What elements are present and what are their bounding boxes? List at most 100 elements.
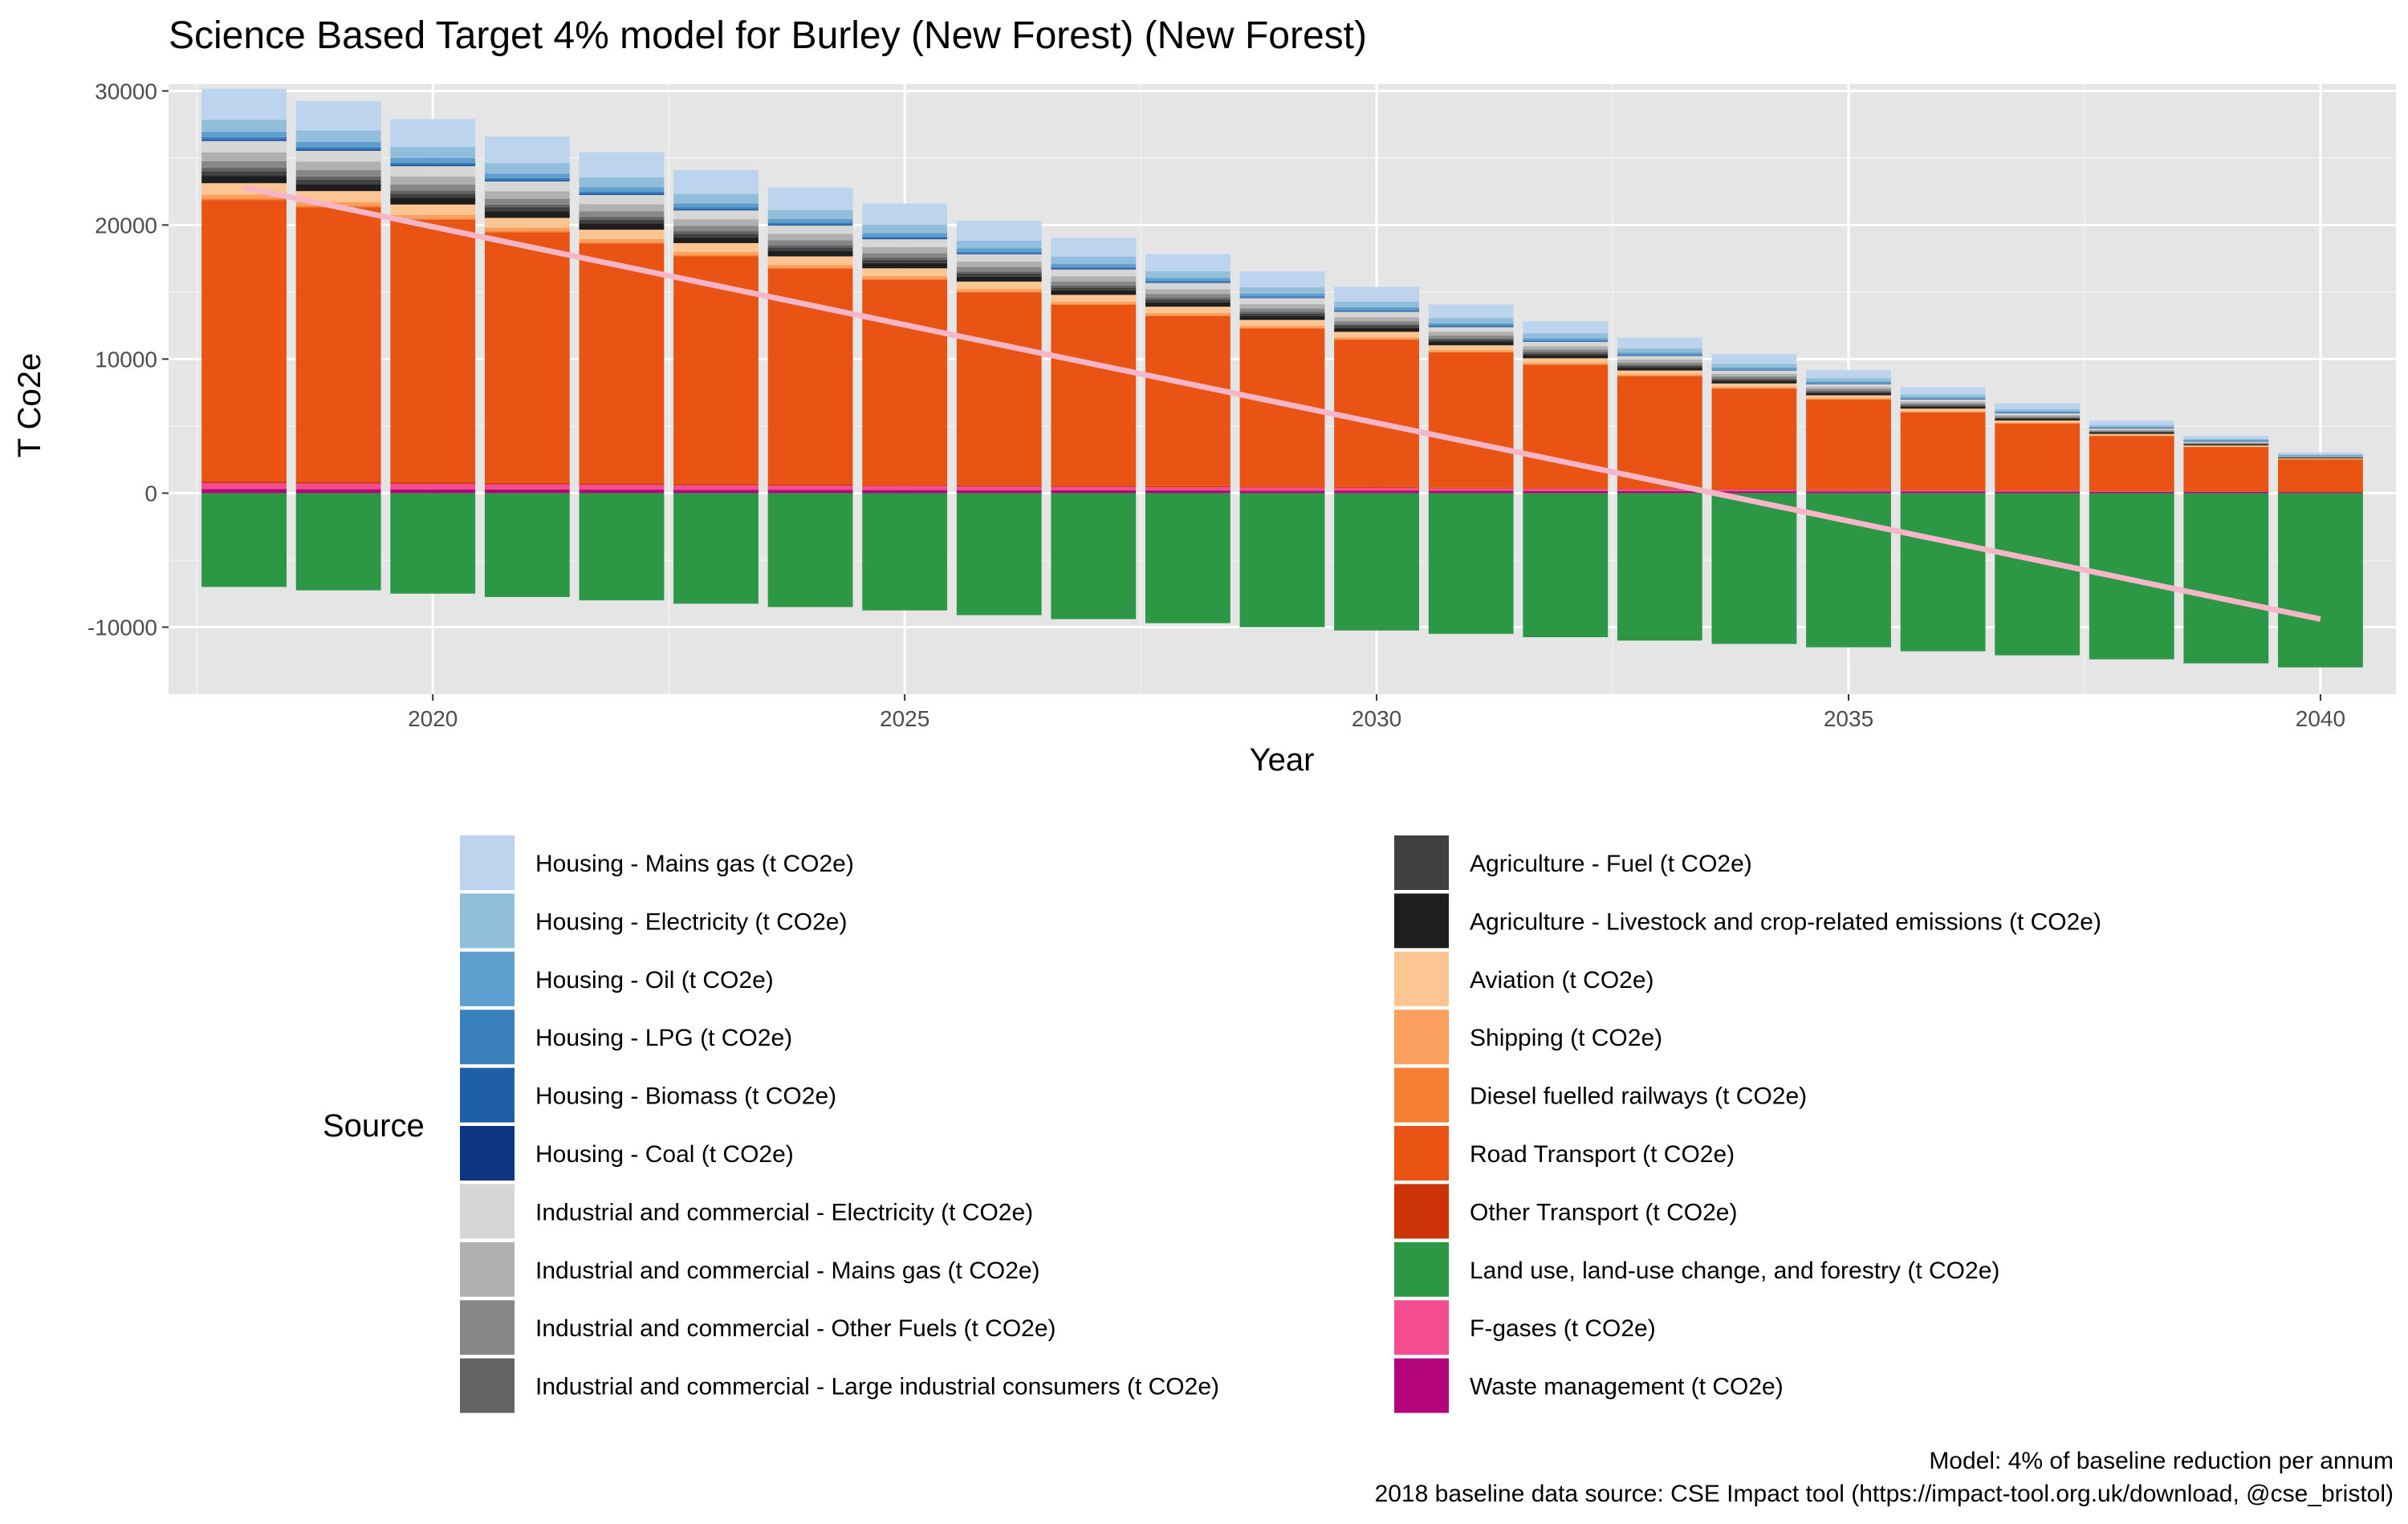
bar-segment xyxy=(390,190,476,194)
bar-segment xyxy=(1995,415,2081,417)
bar-segment xyxy=(1617,366,1702,368)
legend-key xyxy=(460,1010,515,1065)
bar-segment xyxy=(956,253,1042,254)
bar-segment xyxy=(1428,342,1514,346)
bar-segment xyxy=(579,242,665,244)
bar-segment xyxy=(2089,429,2174,431)
bar-segment xyxy=(201,171,287,177)
bar-segment xyxy=(1617,352,1702,355)
legend-label: Industrial and commercial - Electricity … xyxy=(535,1199,1033,1225)
bar-segment xyxy=(1334,323,1419,326)
bar-segment xyxy=(1051,493,1137,620)
bar-segment xyxy=(2278,493,2363,668)
bar-segment xyxy=(1995,412,2081,413)
bar-segment xyxy=(484,493,570,597)
bar-segment xyxy=(1995,418,2081,421)
bar-segment xyxy=(295,147,381,149)
bar-segment xyxy=(484,204,570,208)
bar-segment xyxy=(1239,313,1325,316)
bar-segment xyxy=(484,207,570,212)
x-tick-label: 2020 xyxy=(408,706,458,731)
bar-segment xyxy=(1051,486,1137,490)
bar-segment xyxy=(484,163,570,174)
legend-key xyxy=(460,1067,515,1123)
bar-segment xyxy=(1617,355,1702,356)
legend-key xyxy=(460,1184,515,1239)
bar-segment xyxy=(1995,423,2081,424)
legend-label: F-gases (t CO2e) xyxy=(1470,1315,1656,1342)
bar-segment xyxy=(2089,420,2174,425)
bar-segment xyxy=(1145,302,1230,307)
bar-segment xyxy=(673,193,759,204)
bar-segment xyxy=(579,187,665,192)
bar-segment xyxy=(1239,315,1325,320)
bar-segment xyxy=(1051,238,1137,257)
bar-segment xyxy=(201,198,287,201)
bar-segment xyxy=(579,211,665,217)
bar-segment xyxy=(2183,441,2269,443)
bar-segment xyxy=(1334,337,1419,339)
bar-segment xyxy=(1428,335,1514,339)
bar-segment xyxy=(1711,380,1797,384)
bar-segment xyxy=(484,181,570,192)
legend: Source Housing - Mains gas (t CO2e) Housi… xyxy=(323,835,2101,1413)
bar-segment xyxy=(295,179,381,185)
bar-segment xyxy=(1523,340,1609,342)
bar-segment xyxy=(1145,289,1230,295)
bar-segment xyxy=(1617,348,1702,353)
bar-segment xyxy=(579,483,665,486)
legend-key xyxy=(460,951,515,1006)
bar-segment xyxy=(1523,364,1609,365)
bar-segment xyxy=(1523,341,1609,347)
bar-segment xyxy=(390,166,476,177)
bar-segment xyxy=(1523,346,1609,350)
bar-segment xyxy=(201,140,287,152)
bar-segment xyxy=(862,257,948,260)
bar-segment xyxy=(484,217,570,228)
bar-segment xyxy=(1617,356,1702,360)
bar-segment xyxy=(1523,362,1609,364)
bar-segment xyxy=(579,152,665,178)
bar-segment xyxy=(2089,436,2174,437)
bar-segment xyxy=(1145,490,1230,494)
bar-segment xyxy=(1806,491,1891,494)
bar-segment xyxy=(1900,490,1986,491)
bar-segment xyxy=(1051,490,1137,494)
legend-key xyxy=(1394,1126,1449,1181)
bar-segment xyxy=(1334,331,1419,338)
bar-segment xyxy=(1995,423,2081,491)
bar-segment xyxy=(1428,487,1514,489)
bar-segment xyxy=(579,191,665,193)
bar-segment xyxy=(1051,268,1137,270)
bar-segment xyxy=(1428,345,1514,351)
bar-segment xyxy=(1806,392,1891,393)
bar-segment xyxy=(956,276,1042,282)
legend-label: Other Transport (t CO2e) xyxy=(1470,1199,1737,1225)
bar-segment xyxy=(579,485,665,490)
legend-key xyxy=(1394,1067,1449,1123)
bar-segment xyxy=(579,217,665,220)
legend-label: Housing - Coal (t CO2e) xyxy=(535,1141,794,1168)
bar-segment xyxy=(1806,398,1891,400)
bar-segment xyxy=(1334,307,1419,311)
bar-segment xyxy=(390,162,476,165)
chart-title: Science Based Target 4% model for Burley… xyxy=(169,14,1367,57)
bar-segment xyxy=(956,261,1042,267)
bar-segment xyxy=(1428,323,1514,326)
bar-segment xyxy=(767,245,853,248)
bar-segment xyxy=(201,194,287,199)
bar-segment xyxy=(201,493,287,587)
bar-segment xyxy=(1995,412,2081,413)
bar-segment xyxy=(1900,403,1986,405)
bar-segment xyxy=(767,240,853,246)
bar-segment xyxy=(862,490,948,494)
bar-segment xyxy=(1051,256,1137,264)
bar-segment xyxy=(767,225,853,226)
bar-segment xyxy=(2183,443,2269,444)
bar-segment xyxy=(862,486,948,490)
legend-label: Aviation (t CO2e) xyxy=(1470,967,1654,994)
bar-segment xyxy=(1239,298,1325,304)
bar-segment xyxy=(1711,378,1797,380)
bar-segment xyxy=(1428,350,1514,352)
bar-segment xyxy=(390,119,476,148)
